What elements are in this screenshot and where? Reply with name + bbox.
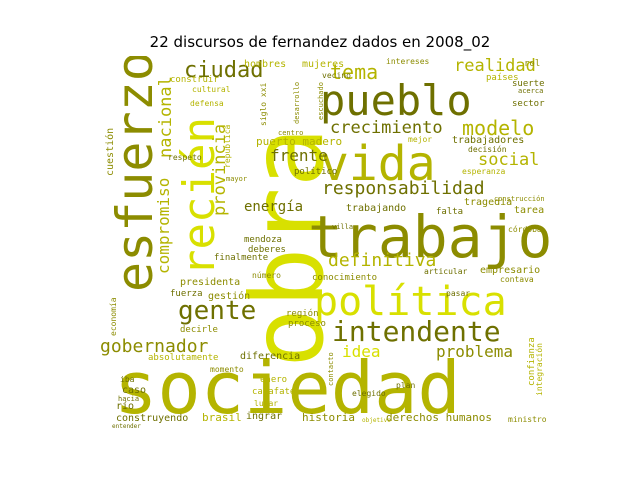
word-ministro: ministro [508, 415, 547, 424]
word-mejor: mejor [408, 135, 433, 144]
word-pueblo: pueblo [320, 76, 472, 125]
word-numero: número [252, 271, 281, 280]
word-mayor: mayor [226, 175, 248, 183]
word-construir: construir [170, 75, 219, 85]
word-esfuerzo: esfuerzo [106, 56, 164, 292]
word-absolutamente: absolutamente [148, 353, 219, 363]
word-paises: países [486, 73, 519, 83]
word-pasar: pasar [446, 289, 471, 298]
word-calafate: calafate [252, 387, 296, 397]
word-integracion: integración [535, 343, 544, 396]
word-compromiso: compromiso [154, 177, 173, 274]
word-conocimiento: conocimiento [312, 273, 378, 283]
word-responsabilidad: responsabilidad [322, 178, 485, 199]
word-nacional: nacional [156, 76, 176, 158]
word-trabajo: trabajo [308, 203, 552, 271]
word-momento: momento [210, 365, 244, 374]
word-intendente: intendente [332, 315, 501, 348]
word-iba: iba [120, 375, 135, 384]
word-entender: entender [112, 423, 141, 430]
word-acerca: acerca [518, 87, 544, 95]
word-modelo: modelo [462, 116, 535, 140]
word-deberes: deberes [248, 245, 286, 255]
word-idea: idea [342, 342, 381, 361]
word-defensa: defensa [190, 99, 224, 108]
word-tarea: tarea [514, 205, 545, 216]
word-elegido: elegido [352, 389, 386, 398]
word-tema: tema [330, 60, 379, 84]
word-derechos-humanos: derechos humanos [386, 411, 492, 424]
word-realidad: realidad [454, 56, 536, 76]
word-sector: sector [512, 99, 545, 109]
word-hacia: hacia [118, 395, 140, 403]
word-intereses: intereses [386, 57, 430, 66]
word-falta: falta [436, 207, 464, 217]
word-social: social [478, 150, 540, 170]
word-mendoza: mendoza [244, 235, 282, 245]
word-sociedad: sociedad [114, 346, 461, 430]
word-vida: vida [320, 136, 436, 192]
word-empresario: empresario [480, 265, 541, 276]
word-region: región [286, 309, 319, 319]
word-rol: rol [524, 59, 541, 69]
word-desarrollo: desarrollo [293, 81, 301, 124]
word-brasil: brasil [202, 411, 242, 424]
word-esperanza: esperanza [462, 167, 506, 176]
word-construccion: construcción [494, 195, 545, 203]
word-articular: articular [424, 267, 468, 276]
word-gestion: gestión [208, 291, 251, 302]
word-construyendo: construyendo [116, 413, 189, 424]
word-cordoba: córdoba [508, 225, 542, 234]
word-contacto: contacto [327, 352, 335, 386]
word-hombres: hombres [244, 59, 287, 70]
word-historia: historia [302, 411, 355, 424]
word-fuerza: fuerza [170, 289, 203, 299]
word-suerte: suerte [512, 79, 545, 89]
word-trabajadores: trabajadores [452, 135, 525, 146]
word-contava: contava [500, 275, 534, 284]
word-frente: frente [270, 146, 328, 165]
word-politico: político [294, 167, 338, 177]
word-finalmente: finalmente [214, 253, 269, 263]
word-plan: plan [396, 381, 416, 390]
word-respeto: respeto [168, 153, 202, 162]
word-decision: decisión [468, 145, 507, 154]
word-siglo-xxi: siglo xxi [259, 82, 268, 126]
word-caso: caso [122, 385, 147, 396]
word-politica: política [314, 279, 507, 325]
word-republica: republica [223, 124, 232, 168]
word-gente: gente [178, 296, 257, 326]
word-rio: río [116, 401, 135, 412]
word-presidenta: presidenta [180, 277, 241, 288]
word-villa: villa [332, 223, 354, 231]
word-puerto-madero: puerto madero [256, 135, 343, 148]
word-cloud: obra sociedad trabajo esfuerzo vida pueb… [96, 56, 552, 430]
word-cuestion: cuestión [105, 127, 116, 176]
word-vecino: vecino [322, 71, 351, 80]
word-proceso: proceso [288, 319, 326, 329]
word-enero: enero [260, 375, 288, 385]
word-ingrar: ingrar [246, 411, 283, 422]
word-cultural: cultural [192, 85, 231, 94]
word-objetivo: objetivo [362, 417, 391, 424]
word-energia: energía [244, 199, 304, 215]
word-problema: problema [436, 342, 514, 361]
word-economia: economía [109, 297, 118, 336]
word-escuchado: escuchado [317, 82, 325, 120]
word-lugar: lugar [254, 399, 279, 408]
word-centro: centro [278, 129, 304, 137]
word-tragedia: tragedia [464, 197, 513, 208]
word-diferencia: diferencia [240, 351, 301, 362]
word-gobernador: gobernador [100, 336, 209, 357]
word-mujeres: mujeres [302, 59, 345, 70]
chart-title: 22 discursos de fernandez dados en 2008_… [149, 33, 491, 51]
word-ciudad: ciudad [184, 58, 264, 83]
word-decirle: decirle [180, 325, 218, 335]
word-trabajando: trabajando [346, 203, 407, 214]
word-crecimiento: crecimiento [330, 118, 443, 138]
word-definitiva: definitiva [328, 250, 437, 271]
